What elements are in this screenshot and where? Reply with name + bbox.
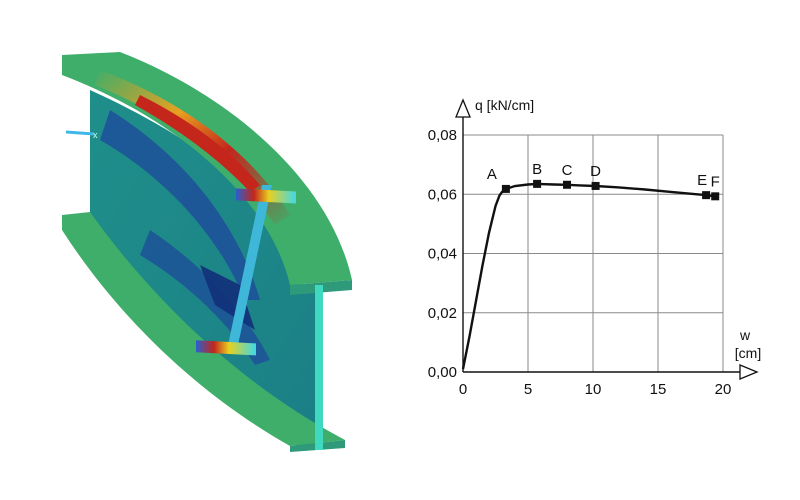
y-tick-label: 0,08 [428,127,457,144]
top-flange [62,52,352,285]
point-label-F: F [711,173,720,190]
data-points: A B C D E F [487,161,720,201]
x-tick-label: 20 [715,381,732,398]
x-tick-label: 5 [524,381,532,398]
x-tick-label: 0 [459,381,467,398]
load-deflection-curve [461,182,718,370]
point-marker-D [591,181,600,190]
point-marker-E [702,191,711,200]
y-tick-label: 0,02 [428,305,457,322]
y-axis-arrow [455,98,471,118]
y-tick-label: 0,00 [428,364,457,381]
point-label-C: C [562,162,573,179]
stiffener-plate [228,185,272,345]
y-tick-label: 0,06 [428,186,457,203]
stiffener-top-cap [236,188,296,204]
y-axis-label: q [kN/cm] [475,97,534,113]
point-marker-C [563,180,571,189]
point-label-D: D [590,163,601,180]
y-tick-label: 0,04 [428,246,457,263]
point-marker-F [711,192,720,201]
x-axis-label: w [739,327,751,343]
stiffener-bottom-cap [196,340,256,356]
tick-labels: 0 5 10 15 20 0,00 0,02 0,04 0,06 0,08 [428,127,732,398]
high-stress-zone [95,70,290,225]
end-plate [315,285,323,450]
point-marker-A [501,184,510,193]
axis-marker-label: x [93,130,98,140]
high-stress-core [135,95,260,192]
x-tick-label: 15 [650,381,667,398]
bottom-flange [62,212,345,446]
x-axis-unit: [cm] [735,345,761,361]
axes [455,98,759,380]
point-label-B: B [532,161,542,178]
x-tick-label: 10 [585,381,602,398]
point-marker-B [533,179,542,188]
fea-stress-contour-image: x [62,52,352,452]
low-stress-band [100,110,260,300]
load-deflection-chart: 0 5 10 15 20 0,00 0,02 0,04 0,06 0,08 A B C D E F q [k… [428,97,761,398]
grid [463,134,724,372]
axis-marker-line [65,130,95,136]
point-label-E: E [697,172,707,189]
x-axis-arrow [739,364,759,380]
point-label-A: A [487,166,497,183]
